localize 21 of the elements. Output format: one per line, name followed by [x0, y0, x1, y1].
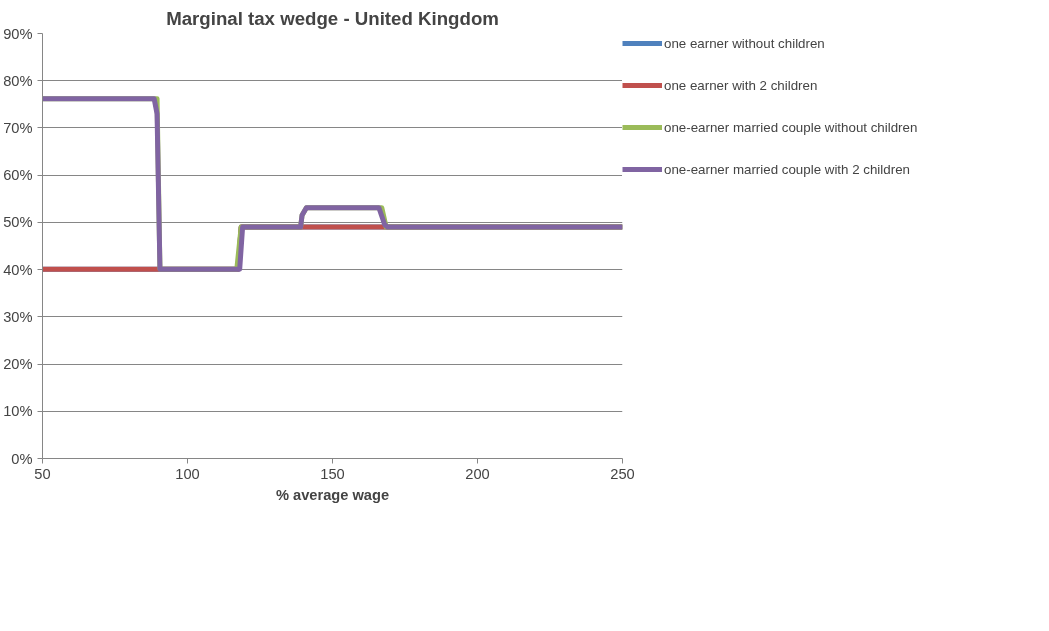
y-tick-label: 70%	[3, 119, 33, 136]
y-tick-label: 50%	[3, 214, 33, 231]
y-tick-label: 20%	[3, 356, 33, 373]
y-tick-label: 80%	[3, 72, 33, 89]
x-tick-label: 50	[34, 465, 51, 482]
y-tick-label: 0%	[11, 450, 33, 467]
y-tick-label: 10%	[3, 403, 33, 420]
legend-label: one earner without children	[664, 35, 825, 51]
legend-label: one earner with 2 children	[664, 77, 818, 93]
legend-label: one-earner married couple without children	[664, 119, 918, 135]
x-axis-title: % average wage	[275, 486, 390, 503]
y-tick-label: 40%	[3, 261, 33, 278]
x-tick-label: 100	[175, 465, 200, 482]
x-tick-label: 200	[465, 465, 490, 482]
x-tick-label: 250	[610, 465, 635, 482]
legend-label: one-earner married couple with 2 children	[664, 161, 910, 177]
y-tick-label: 30%	[3, 308, 33, 325]
y-tick-label: 60%	[3, 167, 33, 184]
chart-title: Marginal tax wedge - United Kingdom	[166, 7, 499, 29]
y-tick-label: 90%	[3, 25, 33, 42]
x-tick-label: 150	[320, 465, 345, 482]
